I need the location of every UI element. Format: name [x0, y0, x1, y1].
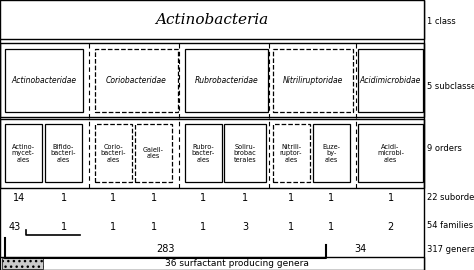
Text: 1: 1: [201, 193, 206, 204]
Text: 1: 1: [328, 193, 334, 204]
FancyBboxPatch shape: [358, 124, 423, 182]
Text: Corio-
bacteri-
ales: Corio- bacteri- ales: [100, 144, 126, 163]
FancyBboxPatch shape: [185, 49, 268, 112]
Text: 1: 1: [61, 193, 66, 204]
Text: Nitriliruptoridae: Nitriliruptoridae: [283, 76, 343, 85]
Text: Actinobacteria: Actinobacteria: [155, 13, 269, 26]
Text: 1: 1: [328, 222, 334, 232]
Text: 5 subclasses: 5 subclasses: [427, 82, 474, 91]
Text: Soliru-
brobac
terales: Soliru- brobac terales: [234, 144, 256, 163]
Text: 1: 1: [388, 193, 393, 204]
Text: 9 orders: 9 orders: [427, 144, 462, 153]
Text: Nitrili-
ruptor-
ales: Nitrili- ruptor- ales: [280, 144, 302, 163]
FancyBboxPatch shape: [95, 124, 132, 182]
Text: Actinobacteridae: Actinobacteridae: [11, 76, 76, 85]
Text: 54 families: 54 families: [427, 221, 473, 230]
FancyBboxPatch shape: [273, 49, 353, 112]
Text: 3: 3: [242, 222, 248, 232]
FancyBboxPatch shape: [135, 124, 172, 182]
Text: 1: 1: [242, 193, 248, 204]
Text: 1: 1: [110, 193, 116, 204]
Text: 1: 1: [151, 193, 156, 204]
Text: Euze-
by-
ales: Euze- by- ales: [322, 144, 340, 163]
FancyBboxPatch shape: [5, 49, 83, 112]
Text: Actino-
mycet-
ales: Actino- mycet- ales: [12, 144, 35, 163]
Text: Rubrobacteridae: Rubrobacteridae: [194, 76, 258, 85]
Text: Gaiell-
ales: Gaiell- ales: [143, 147, 164, 160]
Text: 1: 1: [151, 222, 156, 232]
Text: 36 surfactant producing genera: 36 surfactant producing genera: [165, 259, 309, 268]
Text: 1 class: 1 class: [427, 17, 456, 26]
Text: 1: 1: [201, 222, 206, 232]
Text: 43: 43: [9, 222, 21, 232]
Text: Coriobacteridae: Coriobacteridae: [106, 76, 167, 85]
Text: 2: 2: [387, 222, 394, 232]
FancyBboxPatch shape: [0, 0, 424, 39]
Text: 1: 1: [61, 222, 66, 232]
Text: 1: 1: [288, 222, 294, 232]
FancyBboxPatch shape: [45, 124, 82, 182]
Text: Acidi-
microbi-
ales: Acidi- microbi- ales: [377, 144, 404, 163]
Text: 1: 1: [288, 193, 294, 204]
Text: 283: 283: [156, 244, 175, 254]
FancyBboxPatch shape: [5, 124, 42, 182]
FancyBboxPatch shape: [224, 124, 266, 182]
FancyBboxPatch shape: [95, 49, 178, 112]
Text: 14: 14: [13, 193, 25, 204]
Text: Rubro-
bacter-
ales: Rubro- bacter- ales: [191, 144, 215, 163]
FancyBboxPatch shape: [0, 257, 424, 270]
Text: 34: 34: [354, 244, 366, 254]
FancyBboxPatch shape: [185, 124, 222, 182]
FancyBboxPatch shape: [2, 258, 43, 269]
Text: 22 suborders: 22 suborders: [427, 193, 474, 202]
FancyBboxPatch shape: [313, 124, 350, 182]
FancyBboxPatch shape: [273, 124, 310, 182]
Text: 317 genera: 317 genera: [427, 245, 474, 254]
Text: Acidimicrobidae: Acidimicrobidae: [360, 76, 421, 85]
Text: Bifido-
bacteri-
ales: Bifido- bacteri- ales: [51, 144, 76, 163]
Text: 1: 1: [110, 222, 116, 232]
FancyBboxPatch shape: [358, 49, 423, 112]
